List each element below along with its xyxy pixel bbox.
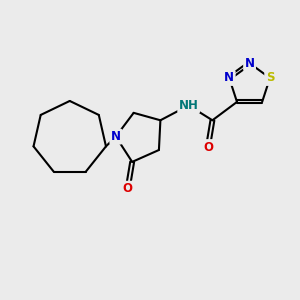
Text: S: S (266, 71, 274, 85)
Text: N: N (111, 130, 121, 143)
Text: N: N (224, 71, 234, 85)
Text: NH: NH (179, 99, 199, 112)
Text: N: N (244, 57, 255, 70)
Text: O: O (203, 140, 213, 154)
Text: O: O (123, 182, 133, 195)
